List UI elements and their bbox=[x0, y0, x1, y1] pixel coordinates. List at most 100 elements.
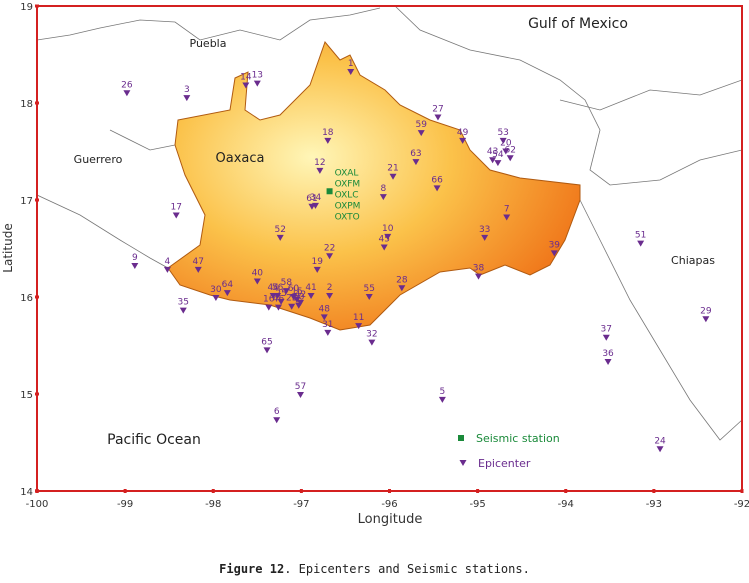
epicenter-label: 59 bbox=[415, 120, 427, 130]
epicenter-marker bbox=[602, 334, 610, 341]
epicenter-marker bbox=[172, 212, 180, 219]
epicenter-marker bbox=[389, 173, 397, 180]
map-figure: Longitude Latitude -100 -99 -98 -97 -96 -95 -9… bbox=[1, 2, 749, 527]
epicenter-marker bbox=[293, 296, 301, 303]
epicenter-label: 15 bbox=[291, 287, 302, 297]
epicenter-marker bbox=[379, 194, 387, 201]
epicenter-marker bbox=[499, 137, 507, 144]
epicenter-marker bbox=[702, 316, 710, 323]
x-tick-label: -94 bbox=[558, 499, 574, 510]
x-tick-label: -99 bbox=[117, 499, 133, 510]
region-label: Gulf of Mexico bbox=[528, 16, 628, 32]
epicenter-marker bbox=[296, 391, 304, 398]
epicenter-marker bbox=[604, 358, 612, 365]
epicenter-marker bbox=[223, 290, 231, 297]
epicenter-label: 14 bbox=[240, 73, 252, 83]
x-axis-label: Longitude bbox=[358, 512, 423, 527]
epicenter-label: 53 bbox=[497, 128, 508, 138]
epicenter-label: 32 bbox=[366, 330, 377, 340]
epicenter-marker bbox=[550, 250, 558, 257]
y-tick-label: 17 bbox=[20, 196, 33, 207]
epicenter-label: 34 bbox=[310, 193, 322, 203]
epicenter-marker bbox=[506, 155, 514, 162]
epicenter-marker bbox=[289, 294, 297, 300]
epicenter-label: 61 bbox=[306, 194, 317, 204]
legend-label: Epicenter bbox=[478, 457, 531, 470]
epicenter-label: 63 bbox=[410, 149, 421, 159]
coastline bbox=[394, 6, 742, 186]
epicenter-label: 1 bbox=[348, 59, 354, 69]
epicenter-marker bbox=[194, 266, 202, 273]
epicenter-label: 64 bbox=[222, 280, 234, 290]
epicenter-marker bbox=[326, 293, 334, 300]
station-code: OXFM bbox=[335, 179, 361, 189]
epicenter-marker bbox=[295, 302, 303, 309]
x-tick-label: -100 bbox=[26, 499, 49, 510]
epicenter-label: 33 bbox=[479, 225, 490, 235]
epicenter-marker bbox=[438, 396, 446, 403]
epicenter-label: 50 bbox=[293, 293, 305, 303]
state-border bbox=[109, 79, 742, 151]
station-marker bbox=[326, 188, 333, 195]
epicenter-marker bbox=[347, 68, 355, 75]
epicenter-label: 45 bbox=[378, 235, 389, 245]
epicenter-label: 12 bbox=[314, 158, 325, 168]
epicenter-label: 7 bbox=[504, 204, 510, 214]
epicenter-marker bbox=[502, 148, 510, 155]
epicenter-label: 25 bbox=[275, 289, 286, 299]
epicenter-marker bbox=[273, 417, 281, 424]
epicenter-label: 54 bbox=[492, 150, 504, 160]
epicenter-marker bbox=[307, 293, 315, 300]
epicenter-marker bbox=[276, 234, 284, 241]
epicenter-label: 4 bbox=[165, 257, 171, 267]
epicenter-marker bbox=[412, 159, 420, 166]
region-label: Oaxaca bbox=[216, 151, 265, 166]
epicenter-marker bbox=[494, 160, 502, 167]
epicenter-label: 41 bbox=[305, 283, 316, 293]
epicenter-label: 40 bbox=[252, 268, 264, 278]
epicenter-marker bbox=[179, 307, 187, 314]
epicenter-label: 39 bbox=[549, 240, 561, 250]
epicenter-label: 30 bbox=[210, 285, 222, 295]
epicenter-label: 55 bbox=[364, 284, 375, 294]
x-tick-label: -98 bbox=[205, 499, 221, 510]
epicenter-marker bbox=[123, 90, 131, 97]
epicenter-marker bbox=[324, 329, 332, 336]
epicenter-marker bbox=[308, 203, 316, 210]
legend-marker bbox=[458, 435, 464, 441]
epicenter-marker bbox=[481, 234, 489, 241]
coastline bbox=[579, 199, 742, 441]
epicenter-label: 46 bbox=[273, 295, 285, 305]
epicenter-marker bbox=[380, 244, 388, 251]
epicenter-label: 28 bbox=[396, 275, 408, 285]
caption: Figure 12. Epicenters and Seismic statio… bbox=[0, 562, 749, 576]
epicenter-label: 44 bbox=[267, 283, 279, 293]
epicenter-marker bbox=[131, 262, 139, 269]
caption-label: Figure 12 bbox=[219, 562, 285, 576]
x-tick-label: -96 bbox=[381, 499, 397, 510]
station-code: OXPM bbox=[335, 201, 361, 211]
epicenter-label: 8 bbox=[380, 184, 386, 194]
epicenter-label: 36 bbox=[602, 349, 614, 359]
x-tick-label: -97 bbox=[293, 499, 309, 510]
epicenter-label: 51 bbox=[635, 231, 646, 241]
epicenter-marker bbox=[265, 304, 273, 311]
epicenter-label: 19 bbox=[312, 257, 324, 267]
epicenter-label: 42 bbox=[295, 290, 306, 300]
epicenter-marker bbox=[163, 266, 171, 273]
epicenter-label: 9 bbox=[132, 253, 138, 263]
basemap bbox=[37, 6, 742, 441]
epicenter-marker bbox=[316, 167, 324, 174]
oaxaca-region bbox=[167, 41, 581, 331]
epicenter-marker bbox=[365, 294, 373, 300]
epicenter-label: 24 bbox=[654, 436, 666, 446]
epicenter-label: 62 bbox=[505, 145, 516, 155]
epicenter-marker bbox=[384, 233, 392, 240]
epicenter-label: 57 bbox=[295, 382, 306, 392]
epicenter-label: 10 bbox=[382, 224, 394, 234]
y-axis-label: Latitude bbox=[1, 223, 15, 272]
epicenter-label: 6 bbox=[274, 407, 280, 417]
legend-label: Seismic station bbox=[476, 432, 560, 445]
epicenter-marker bbox=[242, 82, 250, 89]
epicenter-label: 31 bbox=[322, 320, 333, 330]
